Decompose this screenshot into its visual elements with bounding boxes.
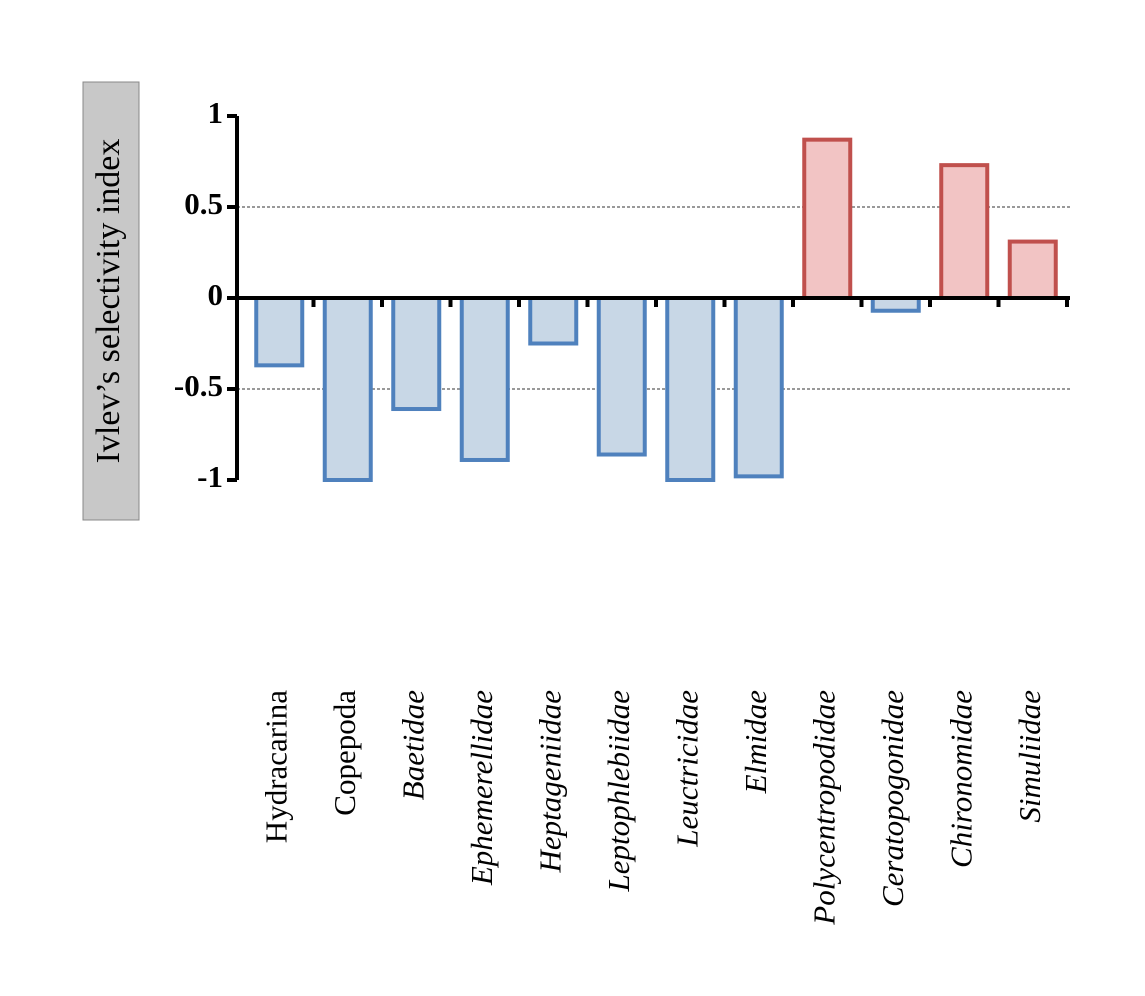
x-tick-label: Baetidae xyxy=(395,690,430,800)
y-axis-label: Ivlev’s selectivity index xyxy=(90,139,127,464)
bar xyxy=(599,298,645,455)
y-tick-label: 1 xyxy=(208,95,224,130)
y-tick-label: -0.5 xyxy=(174,368,223,403)
x-tick-label: Leuctricidae xyxy=(669,690,704,848)
x-tick-label: Polycentropodidae xyxy=(806,690,841,926)
x-tick-label: Elmidae xyxy=(738,690,773,795)
bar xyxy=(256,298,302,365)
bar xyxy=(667,298,713,480)
x-tick-label: Ephemerellidae xyxy=(464,690,499,886)
y-tick-label: -1 xyxy=(197,459,223,494)
x-tick-label: Heptageniidae xyxy=(532,690,567,874)
y-tick-label: 0 xyxy=(208,277,224,312)
x-tick-label: Leptophlebiidae xyxy=(601,690,636,893)
x-tick-label: Copepoda xyxy=(327,690,362,816)
bar xyxy=(325,298,371,480)
y-tick-label: 0.5 xyxy=(184,186,223,221)
x-tick-label: Hydracarina xyxy=(258,690,293,843)
bar xyxy=(941,165,987,298)
chart: Ivlev’s selectivity index Hydracarina Cop… xyxy=(0,0,1145,996)
bar xyxy=(736,298,782,476)
bar xyxy=(804,140,850,298)
bar xyxy=(1010,242,1056,298)
x-tick-label: Chironomidae xyxy=(943,690,978,868)
bar xyxy=(393,298,439,409)
bar xyxy=(462,298,508,460)
bar xyxy=(530,298,576,344)
x-tick-label: Ceratopogonidae xyxy=(875,690,910,907)
x-tick-label: Simuliidae xyxy=(1012,690,1047,823)
page: Ivlev’s selectivity index Hydracarina Cop… xyxy=(0,0,1145,996)
